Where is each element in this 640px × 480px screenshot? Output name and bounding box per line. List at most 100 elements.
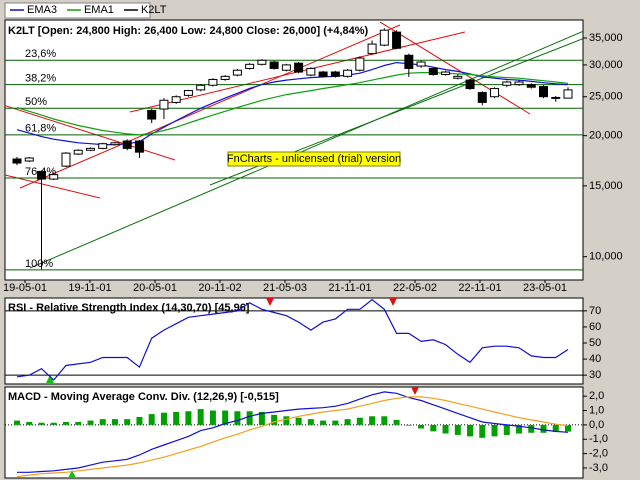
candle-body [514,81,524,86]
y-tick-label: 70 [589,305,601,317]
histogram-bar [356,417,363,425]
candle-body [73,149,83,155]
trend-line [379,21,531,115]
histogram-bar [295,417,302,425]
y-tick-label: 1,0 [589,404,604,416]
y-tick-label: 2,0 [589,390,604,402]
histogram-bar [50,422,57,425]
candle-body [563,89,573,99]
candle-body [551,96,561,99]
candle-body [220,75,230,80]
histogram-bar [234,411,241,425]
histogram-bar [222,410,229,425]
sell-signal [411,387,419,395]
legend-label: EMA3 [27,4,57,16]
trend-line [5,105,176,161]
histogram-bar [160,412,167,425]
rsi-title: RSI - Relative Strength Index (14,30,70)… [8,302,250,314]
candle-body [171,96,181,103]
fib-label: 23,6% [25,48,56,60]
histogram-bar [369,416,376,425]
y-tick-label: 60 [589,321,601,333]
histogram-bar [26,422,33,425]
candle-body [526,84,536,88]
x-tick-label: 21-05-03 [263,282,307,294]
histogram-bar [454,424,461,435]
histogram-bar [565,424,571,432]
candle-body [196,84,206,91]
histogram-bar [148,414,155,425]
sell-signal [389,298,397,306]
buy-signal [46,375,54,383]
trend-line [5,174,101,199]
legend-label: EMA1 [84,4,114,16]
rsi-panel [4,297,584,385]
candle-body [539,86,549,98]
histogram-bar [87,420,94,425]
y-tick-label: -2,0 [589,448,608,460]
watermark-box [227,151,401,167]
candle-body [49,174,59,180]
candle-body [269,61,279,69]
candle-body [465,79,475,90]
histogram-bar [62,422,69,425]
x-tick-label: 19-05-01 [3,282,47,294]
histogram-bar [540,424,547,433]
histogram-bar [307,419,314,425]
candle-body [24,157,34,162]
histogram-bar [430,424,437,432]
histogram-bar [124,419,131,425]
candle-body [85,147,95,151]
candle-body [232,69,242,76]
candle-body [355,57,365,71]
x-tick-label: 19-11-01 [68,282,111,294]
histogram-bar [136,416,143,425]
y-tick-label: 10,000 [589,251,623,263]
histogram-bar [111,419,118,425]
candle-body [306,67,316,76]
sell-signal [266,298,274,306]
candle-body [36,170,46,180]
legend-label: K2LT [141,4,167,16]
trend-line [19,24,401,189]
histogram-bar [258,411,265,425]
histogram-bar [197,409,204,425]
histogram-bar [173,411,180,425]
y-tick-label: 35,000 [589,32,623,44]
histogram-bar [246,411,253,425]
fib-label: 100% [25,258,53,270]
candle-body [367,43,377,55]
histogram-bar [271,414,278,425]
histogram-bar [332,420,339,425]
candle-body [416,61,426,67]
y-tick-label: 50 [589,337,601,349]
watermark: FnCharts - unlicensed (trial) version [227,153,401,165]
y-tick-label: 30,000 [589,59,623,71]
candle-body [110,142,120,146]
histogram-bar [491,424,498,437]
candle-body [294,62,304,73]
y-tick-label: 30 [589,369,601,381]
candle-body [12,158,22,164]
candle-body [379,29,389,46]
histogram-bar [38,422,45,425]
fib-label: 50% [25,96,47,108]
histogram-bar [442,424,449,434]
histogram-bar [209,410,216,425]
histogram-bar [528,424,535,433]
candle-body [392,31,402,49]
candle-body [428,67,438,75]
y-tick-label: -3,0 [589,462,608,474]
candle-body [159,99,169,110]
price-panel [4,19,584,281]
histogram-bar [552,424,559,433]
buy-signal [68,470,76,478]
x-tick-label: 21-11-01 [328,282,371,294]
y-tick-label: 40 [589,353,601,365]
candle-body [134,140,144,153]
y-tick-label: 20,000 [589,130,623,142]
x-tick-label: 20-05-01 [133,282,177,294]
price-layer [5,28,583,271]
histogram-bar [75,422,82,425]
